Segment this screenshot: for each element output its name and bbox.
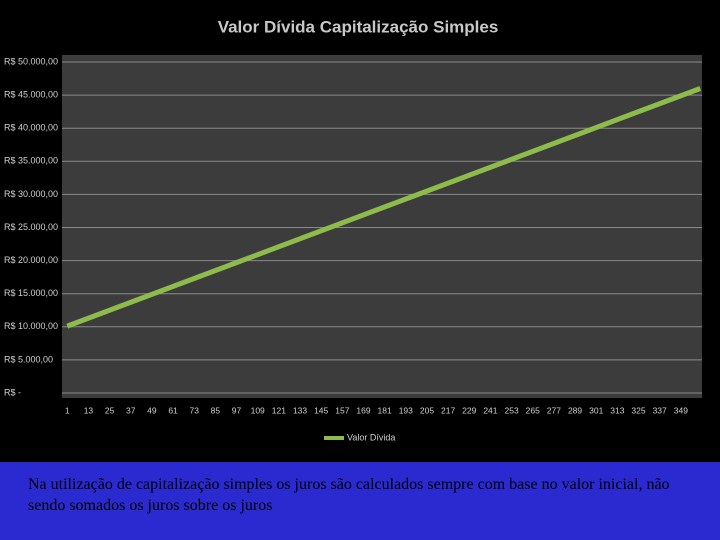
x-tick-label: 229 [462,405,476,415]
x-tick-label: 181 [378,405,392,415]
x-tick-label: 217 [441,405,455,415]
x-tick-label: 73 [189,405,199,415]
y-tick-label: R$ 20.000,00 [4,255,58,265]
y-tick-label: R$ 30.000,00 [4,189,58,199]
line [66,86,702,329]
y-tick-label: R$ 35.000,00 [4,156,58,166]
y-tick-label: R$ 50.000,00 [4,56,58,66]
x-tick-label: 37 [126,405,136,415]
x-tick-label: 265 [526,405,540,415]
x-tick-label: 25 [105,405,115,415]
y-tick-label: R$ - [4,387,21,397]
x-tick-label: 121 [272,405,286,415]
y-tick-label: R$ 25.000,00 [4,222,58,232]
x-tick-label: 241 [483,405,497,415]
y-tick-label: R$ 40.000,00 [4,123,58,133]
caption: Na utilização de capitalização simples o… [0,462,720,540]
x-tick-label: 349 [674,405,688,415]
plot-area [62,55,702,398]
x-tick-label: 85 [211,405,221,415]
x-tick-label: 109 [251,405,265,415]
y-tick-label: R$ 10.000,00 [4,321,58,331]
x-tick-label: 157 [335,405,349,415]
chart: Valor Dívida Capitalização Simples R$ - R… [4,17,702,442]
x-tick-label: 289 [568,405,582,415]
y-tick-label: R$ 15.000,00 [4,288,58,298]
x-tick-label: 301 [589,405,603,415]
x-tick-label: 337 [653,405,667,415]
x-tick-label: 253 [504,405,518,415]
x-tick-label: 205 [420,405,434,415]
x-tick-label: 277 [547,405,561,415]
x-tick-label: 325 [631,405,645,415]
x-tick-label: 169 [356,405,370,415]
x-tick-label: 13 [84,405,94,415]
y-tick-label: R$ 45.000,00 [4,89,58,99]
x-tick-label: 49 [147,405,157,415]
legend-label: Valor Dívida [347,432,395,442]
x-tick-label: 1 [65,405,70,415]
x-tick-label: 133 [293,405,307,415]
y-tick-label: R$ 5.000,00 [4,354,53,364]
x-tick-label: 145 [314,405,328,415]
x-tick-label: 193 [399,405,413,415]
x-tick-label: 61 [168,405,178,415]
chart-title: Valor Dívida Capitalização Simples [218,17,499,36]
x-tick-label: 313 [610,405,624,415]
x-tick-label: 97 [232,405,242,415]
